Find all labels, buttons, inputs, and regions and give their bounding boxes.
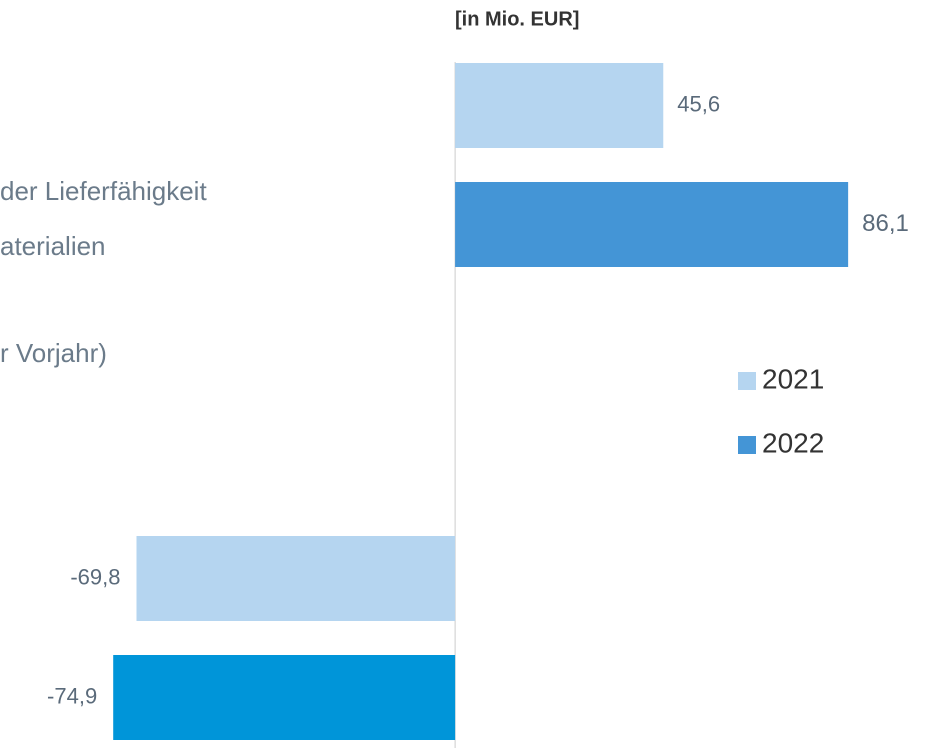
annotation: aterialien xyxy=(0,231,106,261)
legend-swatch xyxy=(738,372,756,390)
bar xyxy=(455,63,664,148)
bar xyxy=(136,536,456,621)
value-label: 45,6 xyxy=(677,91,720,116)
bar xyxy=(113,655,456,740)
legend-swatch xyxy=(738,436,756,454)
unit-label: [in Mio. EUR] xyxy=(455,8,579,30)
bar xyxy=(455,182,849,267)
value-label: 86,1 xyxy=(862,210,909,237)
legend-label: 2021 xyxy=(762,363,824,394)
value-label: -74,9 xyxy=(47,683,97,708)
value-label: -69,8 xyxy=(70,564,120,589)
annotation: der Lieferfähigkeit xyxy=(0,176,207,206)
annotation: r Vorjahr) xyxy=(0,338,107,368)
legend-label: 2022 xyxy=(762,427,824,458)
